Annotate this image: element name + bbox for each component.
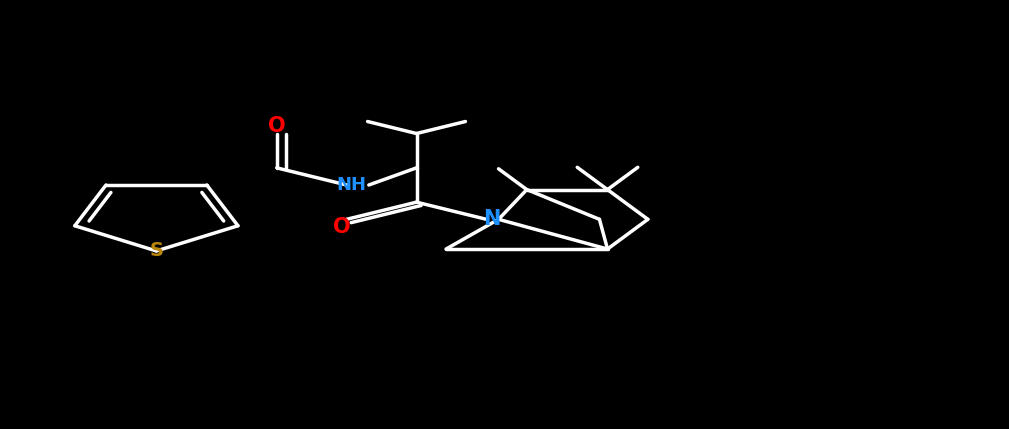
Text: NH: NH xyxy=(337,176,366,194)
Text: N: N xyxy=(482,209,500,230)
Text: S: S xyxy=(149,242,163,260)
Text: O: O xyxy=(333,217,350,237)
Text: O: O xyxy=(268,116,286,136)
